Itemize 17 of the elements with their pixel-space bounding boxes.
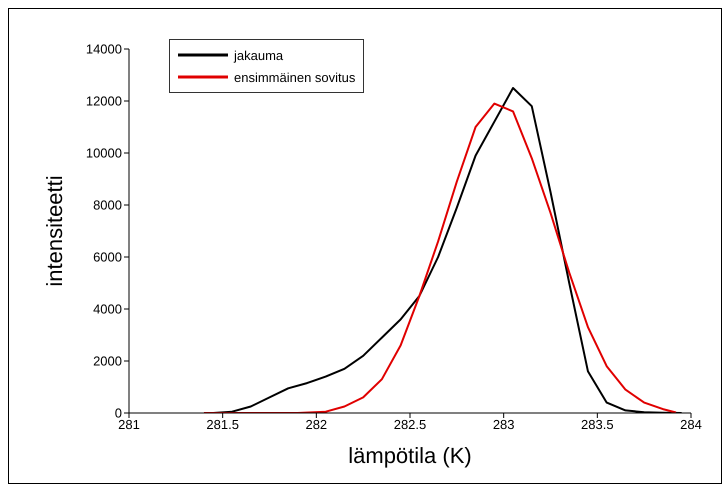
- y-tick-label: 4000: [93, 302, 122, 317]
- legend-label: jakauma: [234, 48, 284, 62]
- y-tick-label: 10000: [86, 146, 122, 161]
- y-tick-label: 14000: [86, 42, 122, 57]
- y-tick-label: 6000: [93, 250, 122, 265]
- y-tick-label: 12000: [86, 94, 122, 109]
- x-tick-label: 282.5: [394, 417, 426, 432]
- y-tick-label: 2000: [93, 354, 122, 369]
- y-tick-label: 8000: [93, 198, 122, 213]
- legend-label: ensimmäinen sovitus: [234, 70, 356, 84]
- x-tick-label: 283.5: [581, 417, 614, 432]
- y-axis-title: intensiteetti: [42, 175, 67, 287]
- x-tick-label: 281.5: [206, 417, 239, 432]
- x-axis-title: lämpötila (K): [348, 443, 472, 468]
- x-tick-label: 284: [680, 417, 702, 432]
- x-tick-label: 283: [492, 417, 515, 432]
- x-tick-label: 282: [305, 417, 328, 432]
